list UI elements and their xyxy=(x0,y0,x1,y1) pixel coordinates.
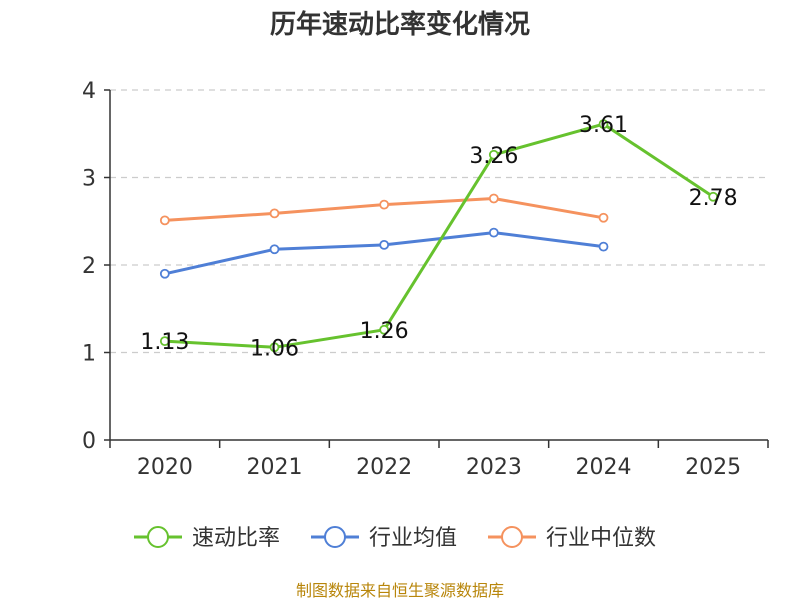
data-point-series-1-2020[interactable] xyxy=(159,268,170,279)
series-lines xyxy=(159,119,719,353)
series-line-0 xyxy=(163,122,715,349)
data-labels: 1.13 1.06 1.26 3.26 3.61 2.78 xyxy=(140,113,737,361)
x-tick-label-2020: 2020 xyxy=(137,455,193,480)
data-point-series-1-2024[interactable] xyxy=(598,241,609,252)
data-point-series-2-2024[interactable] xyxy=(598,212,609,223)
source-note: 制图数据来自恒生聚源数据库 xyxy=(296,581,504,600)
y-tick-label: 1 xyxy=(82,342,96,367)
y-tick-label: 3 xyxy=(82,167,96,192)
data-label-2020: 1.13 xyxy=(140,330,189,355)
data-label-2022: 1.26 xyxy=(360,319,409,344)
chart-title: 历年速动比率变化情况 xyxy=(270,9,530,40)
legend-item-2[interactable]: 行业中位数 xyxy=(488,526,656,551)
data-label-2025: 2.78 xyxy=(689,186,738,211)
x-tick-label-2021: 2021 xyxy=(247,455,303,480)
data-point-series-0-2020[interactable] xyxy=(159,336,170,347)
x-tick-label-2022: 2022 xyxy=(356,455,412,480)
data-label-2021: 1.06 xyxy=(250,336,299,361)
data-point-series-1-2021[interactable] xyxy=(269,244,280,255)
legend[interactable]: 速动比率 行业均值 行业中位数 xyxy=(134,526,656,551)
y-tick-label: 0 xyxy=(82,429,96,454)
data-label-2024: 3.61 xyxy=(579,113,628,138)
data-point-series-0-2024[interactable] xyxy=(598,119,609,130)
x-tick-label-2024: 2024 xyxy=(576,455,632,480)
grid-lines xyxy=(110,89,768,354)
data-point-series-2-2021[interactable] xyxy=(269,208,280,219)
x-tick-label-2023: 2023 xyxy=(466,455,522,480)
legend-swatch-marker xyxy=(501,526,523,548)
axes: 0 1 2 3 4 2020 2021 2022 2023 2024 2025 xyxy=(82,79,769,480)
data-point-series-1-2022[interactable] xyxy=(379,239,390,250)
data-point-series-0-2022[interactable] xyxy=(379,324,390,335)
data-point-series-2-2022[interactable] xyxy=(379,199,390,210)
data-point-series-2-2023[interactable] xyxy=(488,193,499,204)
legend-label: 行业均值 xyxy=(369,526,457,551)
x-tick-label-2025: 2025 xyxy=(685,455,741,480)
series-line-1 xyxy=(163,231,605,276)
data-label-2023: 3.26 xyxy=(469,144,518,169)
legend-label: 行业中位数 xyxy=(546,526,656,551)
data-point-series-0-2021[interactable] xyxy=(269,342,280,353)
data-point-series-1-2023[interactable] xyxy=(488,227,499,238)
legend-swatch-marker xyxy=(324,526,346,548)
legend-swatch-marker xyxy=(147,526,169,548)
legend-item-1[interactable]: 行业均值 xyxy=(311,526,457,551)
y-tick-label: 4 xyxy=(82,79,96,104)
legend-item-0[interactable]: 速动比率 xyxy=(134,526,280,551)
data-point-series-0-2025[interactable] xyxy=(708,191,719,202)
y-tick-label: 2 xyxy=(82,254,96,279)
data-point-series-2-2020[interactable] xyxy=(159,215,170,226)
legend-label: 速动比率 xyxy=(192,526,280,551)
data-point-series-0-2023[interactable] xyxy=(488,149,499,160)
